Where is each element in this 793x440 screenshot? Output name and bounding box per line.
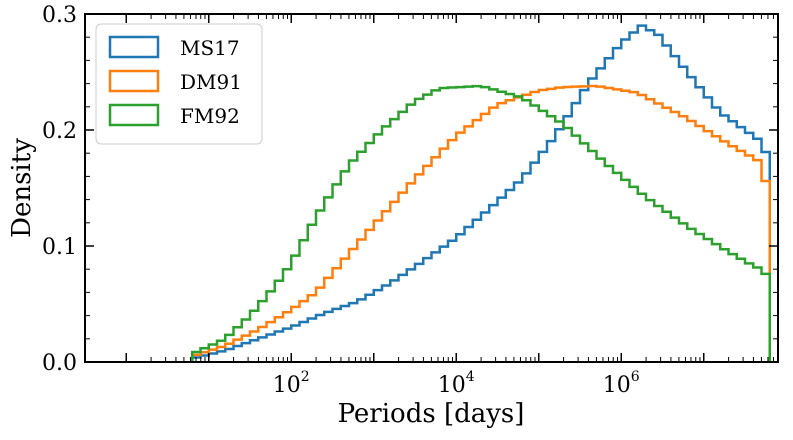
legend-swatch-ms17 (108, 35, 160, 59)
series-dm91-step (191, 84, 771, 362)
legend-label-dm91: DM91 (180, 70, 242, 94)
x-axis-label: Periods [days] (338, 399, 525, 429)
legend-entries: MS17 DM91 FM92 (108, 35, 242, 128)
legend: MS17 DM91 FM92 (95, 23, 263, 145)
x-tick-label: 102 (273, 369, 310, 398)
x-tick-exponent: 4 (466, 369, 475, 385)
series-ms17-step (191, 24, 771, 362)
legend-label-ms17: MS17 (180, 36, 240, 60)
y-tick-label: 0.1 (42, 235, 77, 260)
y-tick-label: 0.3 (42, 3, 77, 28)
plot-frame (84, 13, 779, 363)
y-tick-label: 0.0 (42, 351, 77, 376)
x-tick-label: 106 (603, 369, 640, 398)
legend-label-fm92: FM92 (180, 104, 240, 128)
y-tick-label: 0.2 (42, 119, 77, 144)
series-fm92-step (191, 84, 771, 362)
x-tick-label: 104 (438, 369, 475, 398)
series-layer (191, 24, 771, 362)
x-tick-base: 10 (438, 373, 466, 398)
y-axis-label: Density (7, 138, 37, 238)
x-tick-exponent: 2 (301, 369, 310, 385)
legend-box (95, 23, 263, 145)
x-tick-base: 10 (273, 373, 301, 398)
legend-swatch-fm92 (108, 103, 160, 127)
x-tick-base: 10 (603, 373, 631, 398)
x-tick-exponent: 6 (631, 369, 640, 385)
legend-swatch-dm91 (108, 69, 160, 93)
